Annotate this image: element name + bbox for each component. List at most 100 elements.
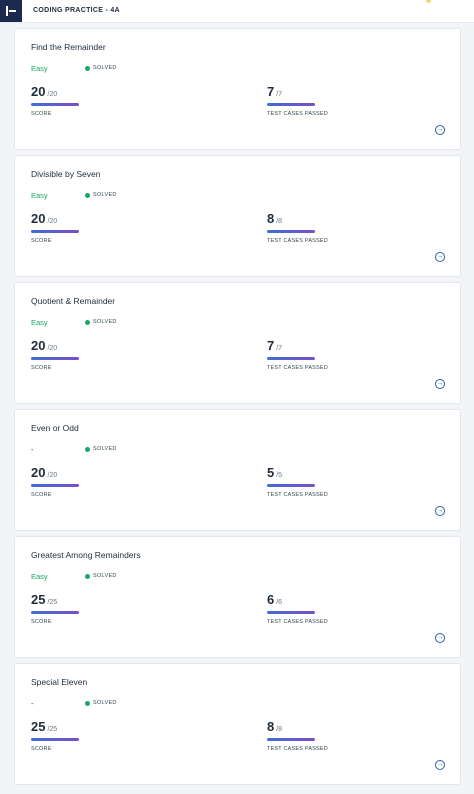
difficulty-label: Easy xyxy=(31,572,48,581)
score-total: /25 xyxy=(47,599,58,606)
cases-total: /7 xyxy=(276,345,283,352)
score-label: SCORE xyxy=(31,365,52,371)
status-badge: SOLVED xyxy=(85,192,117,198)
problem-card[interactable]: Divisible by Seven Easy SOLVED 20/20 SCO… xyxy=(14,155,461,277)
score-progress-bar xyxy=(31,611,79,614)
score-progress-bar xyxy=(31,484,79,487)
problem-title: Even or Odd xyxy=(31,423,79,433)
score-value: 25 xyxy=(31,719,46,734)
sidebar-icon xyxy=(5,5,17,17)
menu-toggle-button[interactable] xyxy=(0,0,22,22)
problem-title: Divisible by Seven xyxy=(31,169,101,179)
breadcrumb: CODING PRACTICE - 4A xyxy=(33,7,120,14)
score-label: SCORE xyxy=(31,619,52,625)
test-cases-metric: 7/7 TEST CASES PASSED xyxy=(267,83,328,117)
score-value: 25 xyxy=(31,592,46,607)
cases-value: 8 xyxy=(267,719,275,734)
solved-dot-icon xyxy=(85,319,90,325)
score-value: 20 xyxy=(31,211,46,226)
cases-label: TEST CASES PASSED xyxy=(267,619,328,625)
cases-progress-bar xyxy=(267,484,315,487)
score-progress-bar xyxy=(31,357,79,360)
cases-progress-bar xyxy=(267,611,315,614)
cases-total: /8 xyxy=(276,726,283,733)
score-total: /25 xyxy=(47,726,58,733)
test-cases-metric: 6/6 TEST CASES PASSED xyxy=(267,591,328,625)
cases-label: TEST CASES PASSED xyxy=(267,238,328,244)
status-badge: SOLVED xyxy=(85,573,117,579)
arrow-right-circle-icon[interactable]: → xyxy=(435,125,445,135)
cases-value: 5 xyxy=(267,465,275,480)
difficulty-label: Easy xyxy=(31,64,48,73)
problem-title: Find the Remainder xyxy=(31,42,106,52)
test-cases-metric: 7/7 TEST CASES PASSED xyxy=(267,337,328,371)
score-label: SCORE xyxy=(31,746,52,752)
score-total: /20 xyxy=(47,345,58,352)
status-badge: SOLVED xyxy=(85,700,117,706)
score-total: /20 xyxy=(47,218,58,225)
score-value: 20 xyxy=(31,84,46,99)
arrow-right-circle-icon[interactable]: → xyxy=(435,252,445,262)
score-progress-bar xyxy=(31,103,79,106)
difficulty-label: - xyxy=(31,445,34,454)
score-metric: 20/20 SCORE xyxy=(31,464,79,498)
cases-label: TEST CASES PASSED xyxy=(267,492,328,498)
notification-dot xyxy=(426,0,431,3)
score-metric: 20/20 SCORE xyxy=(31,83,79,117)
score-total: /20 xyxy=(47,91,58,98)
score-progress-bar xyxy=(31,230,79,233)
test-cases-metric: 8/8 TEST CASES PASSED xyxy=(267,718,328,752)
score-label: SCORE xyxy=(31,238,52,244)
arrow-right-circle-icon[interactable]: → xyxy=(435,379,445,389)
problem-card[interactable]: Quotient & Remainder Easy SOLVED 20/20 S… xyxy=(14,282,461,404)
cases-label: TEST CASES PASSED xyxy=(267,365,328,371)
difficulty-label: Easy xyxy=(31,318,48,327)
cases-progress-bar xyxy=(267,103,315,106)
problem-card[interactable]: Even or Odd - SOLVED 20/20 SCORE 5/5 TES… xyxy=(14,409,461,531)
cases-total: /6 xyxy=(276,599,283,606)
arrow-right-circle-icon[interactable]: → xyxy=(435,760,445,770)
score-value: 20 xyxy=(31,465,46,480)
cases-value: 7 xyxy=(267,84,275,99)
cases-value: 7 xyxy=(267,338,275,353)
problem-card[interactable]: Greatest Among Remainders Easy SOLVED 25… xyxy=(14,536,461,658)
cases-progress-bar xyxy=(267,230,315,233)
difficulty-label: Easy xyxy=(31,191,48,200)
cases-progress-bar xyxy=(267,357,315,360)
cases-value: 8 xyxy=(267,211,275,226)
score-progress-bar xyxy=(31,738,79,741)
solved-dot-icon xyxy=(85,446,90,452)
status-badge: SOLVED xyxy=(85,446,117,452)
cases-label: TEST CASES PASSED xyxy=(267,746,328,752)
solved-dot-icon xyxy=(85,65,90,71)
arrow-right-circle-icon[interactable]: → xyxy=(435,506,445,516)
arrow-right-circle-icon[interactable]: → xyxy=(435,633,445,643)
score-metric: 25/25 SCORE xyxy=(31,591,79,625)
score-label: SCORE xyxy=(31,492,52,498)
cases-value: 6 xyxy=(267,592,275,607)
problem-card[interactable]: Find the Remainder Easy SOLVED 20/20 SCO… xyxy=(14,28,461,150)
cases-total: /5 xyxy=(276,472,283,479)
problem-card[interactable]: Special Eleven - SOLVED 25/25 SCORE 8/8 … xyxy=(14,663,461,785)
problem-title: Special Eleven xyxy=(31,677,88,687)
cases-label: TEST CASES PASSED xyxy=(267,111,328,117)
score-metric: 20/20 SCORE xyxy=(31,337,79,371)
score-value: 20 xyxy=(31,338,46,353)
status-badge: SOLVED xyxy=(85,319,117,325)
status-badge: SOLVED xyxy=(85,65,117,71)
cases-total: /8 xyxy=(276,218,283,225)
problem-title: Quotient & Remainder xyxy=(31,296,116,306)
test-cases-metric: 8/8 TEST CASES PASSED xyxy=(267,210,328,244)
solved-dot-icon xyxy=(85,192,90,198)
problem-title: Greatest Among Remainders xyxy=(31,550,141,560)
cases-progress-bar xyxy=(267,738,315,741)
difficulty-label: - xyxy=(31,699,34,708)
solved-dot-icon xyxy=(85,573,90,579)
score-label: SCORE xyxy=(31,111,52,117)
score-metric: 20/20 SCORE xyxy=(31,210,79,244)
test-cases-metric: 5/5 TEST CASES PASSED xyxy=(267,464,328,498)
score-total: /20 xyxy=(47,472,58,479)
cases-total: /7 xyxy=(276,91,283,98)
top-bar: CODING PRACTICE - 4A xyxy=(0,0,474,23)
score-metric: 25/25 SCORE xyxy=(31,718,79,752)
